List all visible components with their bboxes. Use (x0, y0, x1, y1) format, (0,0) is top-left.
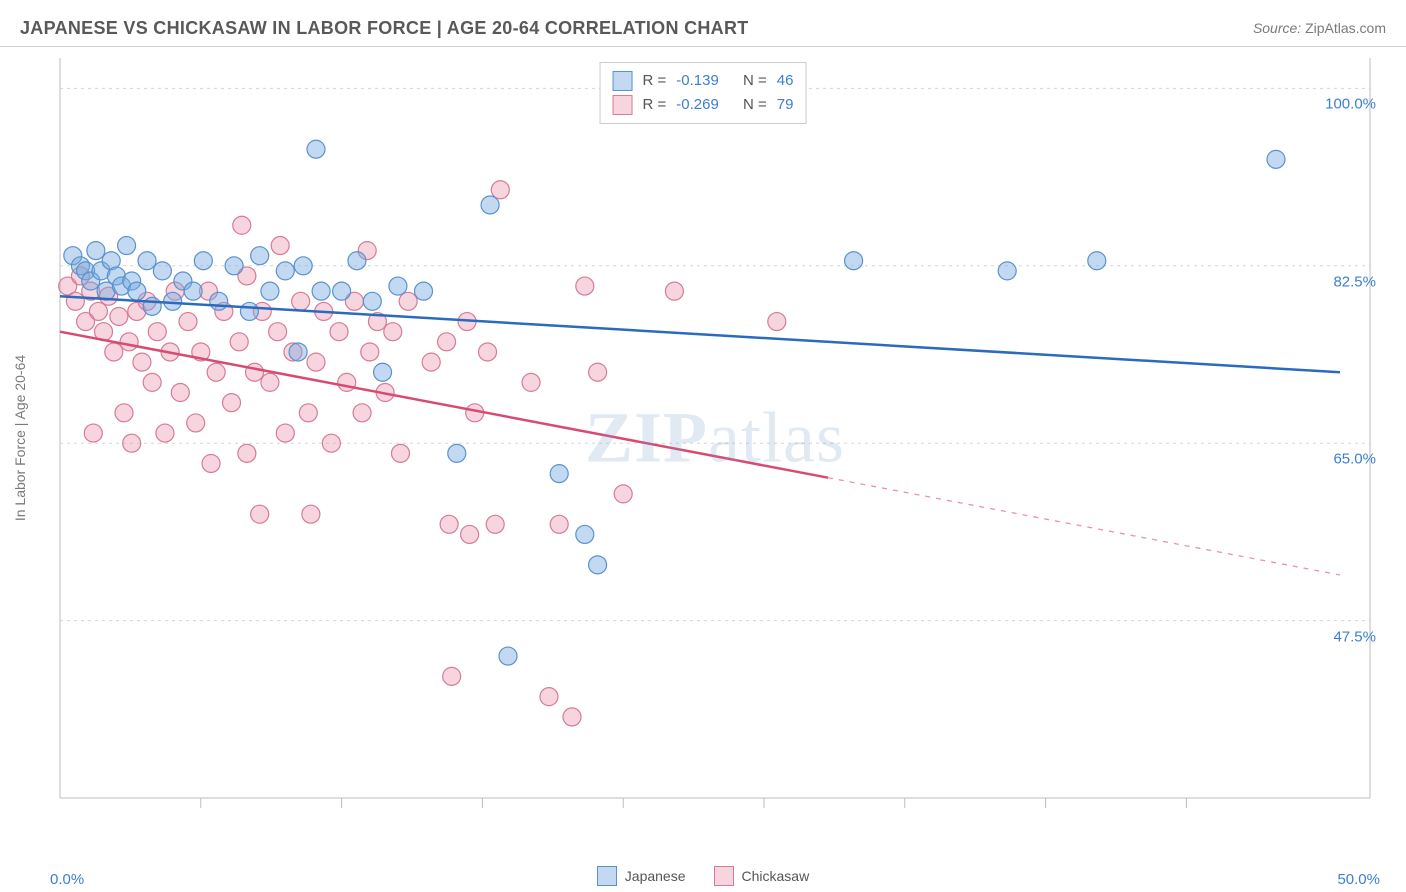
legend-label: Chickasaw (742, 868, 810, 884)
source-value: ZipAtlas.com (1305, 20, 1386, 36)
series-legend: Japanese Chickasaw (0, 866, 1406, 886)
legend-label: Japanese (625, 868, 686, 884)
source-label: Source: (1253, 20, 1301, 36)
n-label: N = (743, 69, 767, 93)
n-value: 46 (777, 69, 794, 93)
legend-swatch-series2 (613, 95, 633, 115)
y-tick-label: 47.5% (1333, 628, 1376, 645)
y-axis-label: In Labor Force | Age 20-64 (12, 355, 28, 521)
n-value: 79 (777, 93, 794, 117)
y-tick-label: 100.0% (1325, 96, 1376, 113)
correlation-legend: R = -0.139 N = 46 R = -0.269 N = 79 (600, 62, 807, 124)
r-label: R = (643, 69, 667, 93)
legend-swatch-series1 (613, 71, 633, 91)
page-title: JAPANESE VS CHICKASAW IN LABOR FORCE | A… (20, 18, 749, 38)
legend-row-series1: R = -0.139 N = 46 (613, 69, 794, 93)
y-tick-label: 82.5% (1333, 273, 1376, 290)
n-label: N = (743, 93, 767, 117)
y-tick-label: 65.0% (1333, 451, 1376, 468)
header-divider (0, 46, 1406, 47)
r-label: R = (643, 93, 667, 117)
legend-item-series1: Japanese (597, 866, 686, 886)
scatter-plot-svg (50, 58, 1380, 818)
legend-swatch-series2 (714, 866, 734, 886)
legend-row-series2: R = -0.269 N = 79 (613, 93, 794, 117)
source-attribution: Source: ZipAtlas.com (1253, 20, 1386, 36)
legend-swatch-series1 (597, 866, 617, 886)
r-value: -0.269 (676, 93, 719, 117)
r-value: -0.139 (676, 69, 719, 93)
chart-area: In Labor Force | Age 20-64 ZIPatlas (50, 58, 1380, 818)
legend-item-series2: Chickasaw (714, 866, 810, 886)
